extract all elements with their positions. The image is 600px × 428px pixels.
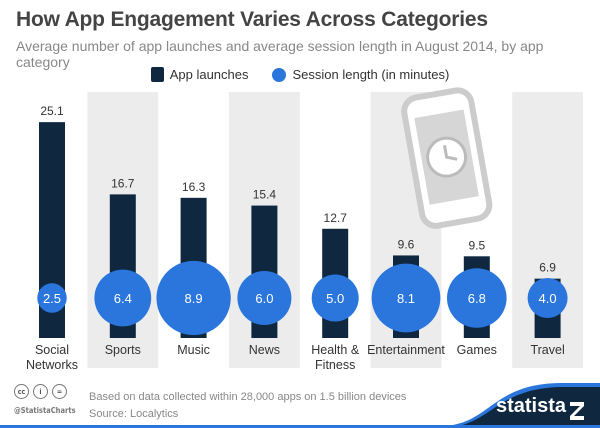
bubble-session-length <box>527 278 568 318</box>
attribution-icon: i <box>33 384 48 399</box>
legend-swatch-circle <box>272 67 287 82</box>
twitter-handle: @StatistaCharts <box>14 406 76 415</box>
category-label: Music <box>177 343 210 357</box>
statista-logo-icon <box>570 402 584 420</box>
bubble-session-length <box>237 271 292 325</box>
bubble-session-length <box>311 274 359 322</box>
legend-item-session-length: Session length (in minutes) <box>272 67 449 82</box>
legend-label: App launches <box>169 67 249 82</box>
bubble-value-label: 6.0 <box>255 291 273 306</box>
clock-hands <box>443 145 458 161</box>
legend-label: Session length (in minutes) <box>292 67 450 82</box>
bar-value-label: 16.3 <box>182 180 206 194</box>
bubble-session-length <box>371 263 441 333</box>
statista-brand: statista <box>495 395 566 417</box>
chart-title: How App Engagement Varies Across Categor… <box>16 8 488 31</box>
creative-commons-icon: cc <box>14 384 29 399</box>
footer-wave <box>440 386 600 428</box>
category-label: Fitness <box>315 358 355 372</box>
bubble-value-label: 6.8 <box>468 291 486 306</box>
footer-band <box>0 383 600 428</box>
bar-value-label: 9.6 <box>398 237 415 251</box>
category-label: Networks <box>26 358 78 372</box>
bar-value-label: 16.7 <box>111 176 135 190</box>
category-label: Health & <box>311 343 360 357</box>
bubble-session-length <box>37 283 67 313</box>
bubble-value-label: 8.1 <box>397 291 415 306</box>
category-label: Entertainment <box>367 343 445 357</box>
data-note: Based on data collected within 28,000 ap… <box>89 391 407 403</box>
category-label: News <box>249 343 280 357</box>
footer-line <box>0 425 600 428</box>
bar-value-label: 15.4 <box>253 188 277 202</box>
category-label: Sports <box>105 343 141 357</box>
bubble-value-label: 5.0 <box>326 291 344 306</box>
bar-value-label: 6.9 <box>539 261 556 275</box>
footer-wave-accent <box>440 383 600 428</box>
chart-subtitle: Average number of app launches and avera… <box>16 38 544 70</box>
bubble-session-length <box>94 269 152 327</box>
bubble-value-label: 8.9 <box>185 291 203 306</box>
bubble-value-label: 4.0 <box>539 291 557 306</box>
legend-item-app-launches: App launches <box>150 67 249 82</box>
bubble-session-length <box>447 268 507 328</box>
license-icons: cc i = <box>14 384 67 399</box>
bar-value-label: 12.7 <box>324 211 348 225</box>
source-note: Source: Localytics <box>89 408 179 420</box>
bar-value-label: 25.1 <box>40 104 64 118</box>
bubble-session-length <box>156 260 231 336</box>
category-label: Games <box>457 343 497 357</box>
category-label: Travel <box>530 343 564 357</box>
bubble-value-label: 6.4 <box>114 291 132 306</box>
legend: App launches Session length (in minutes) <box>0 67 600 82</box>
bubble-value-label: 2.5 <box>43 291 61 306</box>
category-label: Social <box>35 343 69 357</box>
smartphone-clock-illustration <box>401 87 493 229</box>
bar-value-label: 9.5 <box>468 238 485 252</box>
no-derivatives-icon: = <box>52 384 67 399</box>
legend-swatch-bar <box>150 67 164 82</box>
